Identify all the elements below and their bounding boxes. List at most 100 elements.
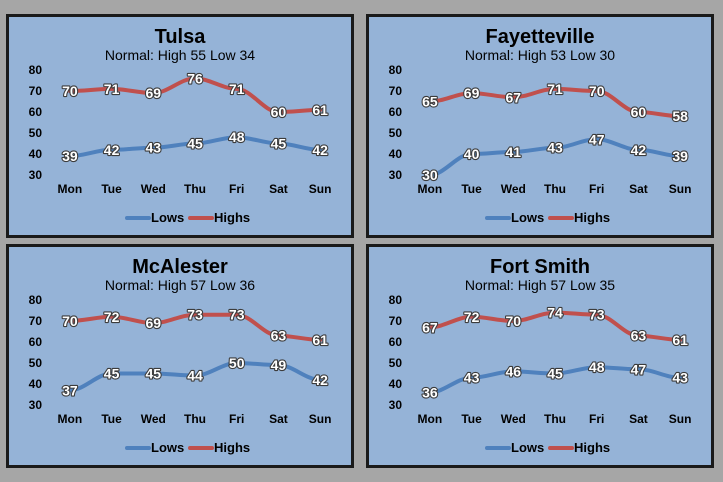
data-label: 71 — [229, 81, 245, 97]
chart-title: Tulsa — [155, 26, 207, 48]
data-label: 61 — [672, 332, 688, 348]
data-label: 45 — [145, 366, 161, 382]
y-tick-label: 70 — [389, 314, 403, 328]
y-tick-label: 30 — [29, 168, 43, 182]
series-line-highs — [427, 310, 683, 342]
data-label: 72 — [464, 309, 480, 325]
data-label: 70 — [589, 83, 605, 99]
data-label: 76 — [187, 70, 203, 86]
chart-panel-fayetteville: Fayetteville Normal: High 53 Low 30 30 40 50… — [366, 14, 714, 238]
data-label: 72 — [104, 309, 120, 325]
data-label: 44 — [187, 368, 203, 384]
x-tick-label: Tue — [461, 412, 482, 426]
data-label: 45 — [104, 366, 120, 382]
x-tick-label: Mon — [58, 182, 83, 196]
data-label: 63 — [631, 328, 647, 344]
chart-title: Fort Smith — [490, 256, 590, 278]
chart-title: McAlester — [132, 256, 228, 278]
x-tick-label: Tue — [101, 412, 122, 426]
x-tick-label: Sat — [269, 412, 288, 426]
data-label: 39 — [62, 148, 78, 164]
x-tick-label: Fri — [589, 182, 604, 196]
x-tick-label: Thu — [544, 412, 566, 426]
series-line-lows — [427, 137, 683, 177]
data-label: 49 — [271, 357, 287, 373]
data-label: 58 — [672, 108, 688, 124]
y-tick-label: 60 — [29, 105, 43, 119]
series-line-highs — [67, 76, 323, 115]
y-tick-label: 40 — [389, 377, 403, 391]
data-label: 60 — [271, 104, 287, 120]
data-label: 70 — [505, 313, 521, 329]
x-tick-label: Fri — [229, 182, 244, 196]
data-label: 45 — [547, 366, 563, 382]
x-tick-label: Fri — [229, 412, 244, 426]
legend-label-lows: Lows — [151, 440, 184, 455]
x-tick-label: Mon — [58, 412, 83, 426]
data-label: 61 — [312, 332, 328, 348]
y-tick-label: 30 — [389, 398, 403, 412]
data-label: 63 — [271, 328, 287, 344]
data-label: 47 — [589, 131, 605, 147]
y-tick-label: 30 — [29, 398, 43, 412]
y-tick-label: 60 — [389, 105, 403, 119]
data-label: 30 — [422, 167, 438, 183]
y-tick-label: 30 — [389, 168, 403, 182]
x-tick-label: Mon — [418, 412, 443, 426]
series-line-highs — [67, 312, 323, 342]
data-label: 50 — [229, 355, 245, 371]
y-tick-label: 40 — [29, 377, 43, 391]
chart-subtitle: Normal: High 55 Low 34 — [105, 47, 255, 63]
data-label: 43 — [547, 140, 563, 156]
data-label: 45 — [187, 136, 203, 152]
series-line-lows — [427, 365, 683, 395]
data-label: 43 — [672, 370, 688, 386]
data-label: 42 — [631, 142, 647, 158]
legend-label-highs: Highs — [214, 440, 250, 455]
y-tick-label: 80 — [389, 63, 403, 77]
data-label: 42 — [312, 372, 328, 388]
y-tick-label: 50 — [29, 356, 43, 370]
data-label: 48 — [229, 129, 245, 145]
x-tick-label: Sun — [669, 412, 692, 426]
x-tick-label: Mon — [418, 182, 443, 196]
y-tick-label: 50 — [389, 126, 403, 140]
data-label: 45 — [271, 136, 287, 152]
data-label: 46 — [505, 363, 521, 379]
x-tick-label: Wed — [501, 412, 526, 426]
x-tick-label: Thu — [544, 182, 566, 196]
data-label: 73 — [589, 307, 605, 323]
data-label: 42 — [312, 142, 328, 158]
y-tick-label: 40 — [389, 147, 403, 161]
data-label: 43 — [464, 370, 480, 386]
legend-label-lows: Lows — [511, 440, 544, 455]
chart-panel-tulsa: Tulsa Normal: High 55 Low 34 30 40 50 60 70 80 M… — [6, 14, 354, 238]
data-label: 47 — [631, 361, 647, 377]
y-tick-label: 70 — [29, 314, 43, 328]
x-tick-label: Sat — [629, 182, 648, 196]
y-tick-label: 50 — [389, 356, 403, 370]
y-tick-label: 80 — [389, 293, 403, 307]
chart-title: Fayetteville — [486, 26, 595, 48]
data-label: 69 — [464, 85, 480, 101]
data-label: 65 — [422, 94, 438, 110]
legend-label-lows: Lows — [511, 210, 544, 225]
x-tick-label: Sat — [629, 412, 648, 426]
x-tick-label: Fri — [589, 412, 604, 426]
data-label: 69 — [145, 315, 161, 331]
y-tick-label: 80 — [29, 293, 43, 307]
chart-subtitle: Normal: High 57 Low 35 — [465, 277, 615, 293]
chart-panel-mcalester: McAlester Normal: High 57 Low 36 30 40 50 60 7… — [6, 244, 354, 468]
y-tick-label: 60 — [29, 335, 43, 349]
legend-label-highs: Highs — [574, 210, 610, 225]
data-label: 71 — [547, 81, 563, 97]
x-tick-label: Wed — [141, 182, 166, 196]
series-line-highs — [427, 86, 683, 119]
data-label: 60 — [631, 104, 647, 120]
x-tick-label: Wed — [501, 182, 526, 196]
data-label: 40 — [464, 146, 480, 162]
data-label: 67 — [422, 319, 438, 335]
